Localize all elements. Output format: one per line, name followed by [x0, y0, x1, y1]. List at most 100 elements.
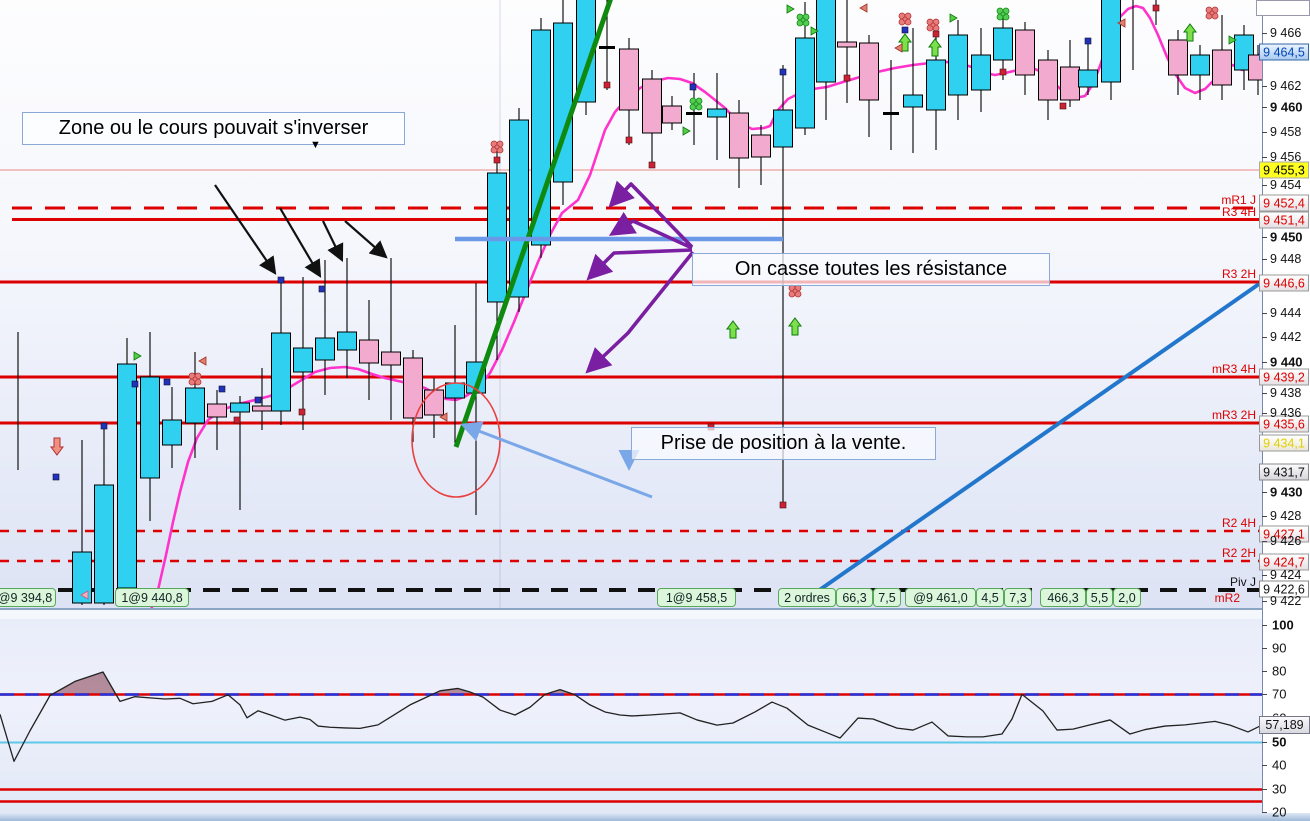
- red-clover-icon: [898, 12, 912, 26]
- osc-label: 30: [1272, 781, 1287, 797]
- axis-tick: [1262, 742, 1267, 743]
- blue-square-icon: [218, 385, 226, 393]
- green-up-arrow-icon: [928, 38, 942, 57]
- order-label[interactable]: 466,3: [1040, 588, 1086, 607]
- pivot-label-mr2: mR2: [1214, 591, 1240, 605]
- red-clover-icon: [1205, 6, 1219, 20]
- osc-label: 90: [1272, 640, 1287, 656]
- green-clover-icon: [796, 13, 810, 27]
- blue-square-icon: [163, 378, 171, 386]
- price-label: 9 448: [1270, 252, 1302, 266]
- annotation-box-2[interactable]: Prise de position à la vente.: [631, 427, 936, 460]
- order-label[interactable]: 5,5: [1086, 588, 1113, 607]
- order-label[interactable]: 66,3: [836, 588, 873, 607]
- overbought-fill: [50, 672, 117, 696]
- green-right-triangle-icon: [1228, 35, 1237, 45]
- order-label[interactable]: 7,5: [873, 588, 901, 607]
- price-box-94524: 9 452,4: [1259, 194, 1309, 212]
- pivot-label-r2-4h: R2 4H: [1221, 516, 1256, 530]
- annotation-box-0[interactable]: Zone ou le cours pouvait s'inverser: [22, 112, 405, 145]
- order-label[interactable]: @9 394,8: [0, 588, 56, 607]
- blue-square-icon: [52, 473, 60, 481]
- blue-square-icon: [131, 380, 139, 388]
- price-label: 9 462: [1270, 79, 1302, 93]
- red-left-triangle-icon: [1117, 18, 1126, 28]
- green-right-triangle-icon: [682, 126, 691, 136]
- blue-square-icon: [318, 285, 326, 293]
- red-square-icon: [298, 408, 306, 416]
- price-label: 9 422: [1270, 594, 1302, 608]
- axis-tick: [1262, 393, 1267, 394]
- pivot-label-mr1-j: mR1 J: [1221, 193, 1256, 207]
- candle: [1078, 38, 1098, 95]
- candle: [117, 338, 137, 601]
- order-label[interactable]: 4,5: [976, 588, 1004, 607]
- candle: [445, 325, 465, 443]
- price-box-yellow[interactable]: 9 455,3: [1259, 161, 1309, 179]
- candle: [816, 0, 836, 120]
- order-label[interactable]: 1@9 440,8: [115, 588, 189, 607]
- corner-box: [1256, 0, 1310, 16]
- candle: [1190, 45, 1210, 100]
- axis-tick: [1262, 812, 1267, 813]
- candle: [1060, 40, 1080, 107]
- panel-separator: [0, 608, 1262, 621]
- axis-tick: [1262, 575, 1267, 576]
- order-label[interactable]: 2,0: [1113, 588, 1141, 607]
- axis-tick: [1262, 765, 1267, 766]
- axis-tick: [1262, 362, 1267, 363]
- candle: [315, 260, 335, 395]
- candle: [185, 352, 205, 458]
- axis-tick: [1262, 237, 1267, 238]
- candle: [140, 332, 160, 521]
- red-clover-icon: [926, 18, 940, 32]
- black-arrow: [322, 220, 344, 262]
- price-label: 9 442: [1270, 330, 1302, 344]
- candle: [466, 283, 486, 515]
- blue-square-icon: [100, 422, 108, 430]
- candle: [337, 258, 357, 378]
- red-square-icon: [625, 136, 633, 144]
- red-clover-icon: [490, 140, 504, 154]
- price-label: 9 456: [1270, 150, 1302, 164]
- red-clover-icon: [788, 284, 802, 298]
- candle: [553, 0, 573, 205]
- purple-arrow: [608, 211, 693, 250]
- rsi-line: [0, 671, 1262, 762]
- red-square-icon: [999, 68, 1007, 76]
- price-label: 9 426: [1270, 534, 1302, 548]
- osc-label: 40: [1272, 757, 1287, 773]
- annotation-box-1[interactable]: On casse toutes les résistance: [692, 253, 1050, 286]
- axis-tick: [1262, 259, 1267, 260]
- candle: [1248, 45, 1262, 95]
- red-left-triangle-icon: [859, 3, 868, 13]
- candle: [94, 424, 114, 605]
- price-label: 9 466: [1270, 26, 1302, 40]
- candle: [403, 350, 423, 442]
- price-box-94356: 9 435,6: [1259, 415, 1309, 433]
- axis-tick: [1262, 789, 1267, 790]
- price-box-blue[interactable]: 9 464,5: [1259, 43, 1309, 61]
- order-label[interactable]: @9 461,0: [905, 588, 976, 607]
- green-trendline: [453, 0, 613, 448]
- candle: [72, 440, 92, 605]
- order-label[interactable]: 1@9 458,5: [657, 588, 736, 607]
- red-square-icon: [1152, 4, 1160, 12]
- axis-tick: [1262, 694, 1267, 695]
- purple-arrow: [585, 250, 695, 374]
- candle: [293, 277, 313, 430]
- candle: [207, 390, 227, 450]
- green-clover-icon: [689, 97, 703, 111]
- osc-label: 100: [1272, 617, 1294, 633]
- blue-trendline: [816, 282, 1261, 593]
- order-label[interactable]: 2 ordres: [778, 588, 836, 607]
- red-square-icon: [779, 501, 787, 509]
- osc-label: 50: [1272, 734, 1287, 750]
- green-right-triangle-icon: [810, 26, 819, 36]
- order-label[interactable]: 7,3: [1004, 588, 1032, 607]
- price-axis[interactable]: [1262, 0, 1310, 821]
- red-square-icon: [233, 416, 241, 424]
- candle: [883, 60, 899, 150]
- axis-tick: [1262, 648, 1267, 649]
- blue-square-icon: [779, 68, 787, 76]
